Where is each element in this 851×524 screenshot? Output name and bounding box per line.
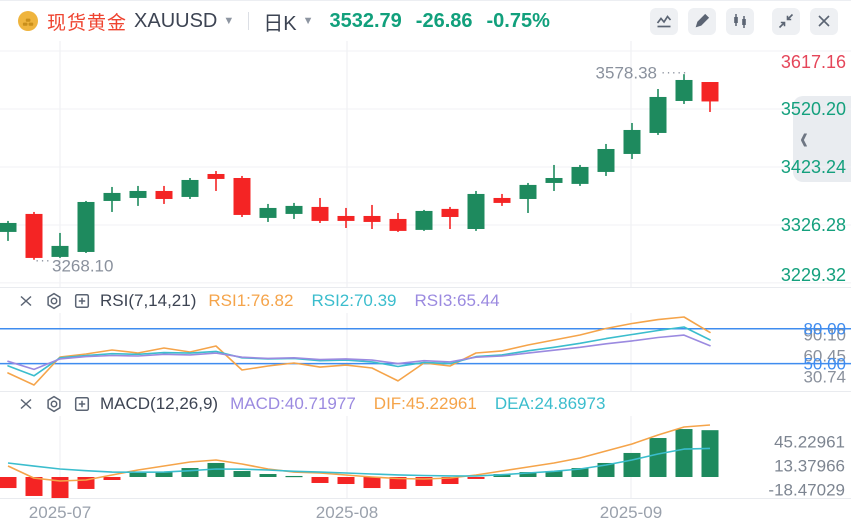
topbar: 现货黄金 XAUUSD ▼ 日K ▼ 3532.79 -26.86 -0.75% [0,1,851,41]
svg-text:3229.32: 3229.32 [781,265,846,285]
chevron-down-icon: ▼ [223,15,235,27]
panel-expand-flap[interactable]: ‹ [793,96,851,182]
chart-toolbar [650,7,838,35]
svg-text:3268.10: 3268.10 [52,257,113,276]
rsi1-value: RSI1:76.82 [208,290,294,310]
svg-text:3326.28: 3326.28 [781,215,846,235]
close-icon[interactable] [16,291,36,311]
rsi-chart[interactable]: 90.10 60.45 30.74 80.00 50.00 [0,313,851,391]
draw-button[interactable] [688,7,716,35]
svg-text:3520.20: 3520.20 [781,99,846,119]
axis-label-august: 2025-08 [315,503,379,522]
svg-text:80.00: 80.00 [803,320,846,339]
axis-label-september: 2025-09 [599,503,663,522]
chevron-left-icon: ‹ [800,119,808,158]
macd-value: MACD:40.71977 [230,394,356,413]
symbol-label: XAUUSD [134,9,218,32]
last-price: 3532.79 [329,9,402,32]
svg-text:50.00: 50.00 [803,355,846,374]
time-axis: 2025-07 2025-08 2025-09 [0,498,851,524]
candlestick-button[interactable] [726,7,754,35]
rsi3-value: RSI3:65.44 [414,290,500,310]
rsi-pane-header: RSI(7,14,21) RSI1:76.82 RSI2:70.39 RSI3:… [0,287,851,313]
instrument-name: 现货黄金 [47,12,128,34]
svg-text:60.45: 60.45 [803,347,846,366]
divider [248,12,250,30]
svg-text:·····: ····· [661,65,688,80]
period-selector[interactable]: 日K ▼ [263,7,313,36]
svg-text:···: ··· [35,253,51,268]
close-icon[interactable] [16,394,36,414]
svg-text:-18.47029: -18.47029 [768,481,845,499]
macd-chart[interactable]: 45.22961 13.37966 -18.47029 [0,416,851,498]
add-indicator-icon[interactable] [72,291,92,311]
svg-text:30.74: 30.74 [803,368,846,387]
axis-label-july: 2025-07 [28,503,92,522]
add-indicator-icon[interactable] [72,394,92,414]
svg-text:45.22961: 45.22961 [774,433,845,452]
period-label: 日K [263,12,297,35]
settings-icon[interactable] [44,394,64,414]
price-change-percent: -0.75% [486,9,550,32]
collapse-button[interactable] [772,7,800,35]
svg-text:3617.16: 3617.16 [781,52,846,72]
candlestick-chart[interactable]: 3617.16 3520.20 3423.24 3326.28 3229.32 3578.… [0,41,851,287]
svg-text:13.37966: 13.37966 [774,457,845,476]
line-chart-button[interactable] [650,7,678,35]
chevron-down-icon: ▼ [302,15,314,27]
price-change: -26.86 [415,9,473,32]
symbol-selector[interactable]: XAUUSD ▼ [127,10,234,33]
svg-text:90.10: 90.10 [803,326,846,345]
dif-value: DIF:45.22961 [373,394,477,413]
gold-coin-icon [17,10,39,32]
svg-text:3423.24: 3423.24 [781,157,846,177]
settings-icon[interactable] [44,291,64,311]
rsi-title: RSI(7,14,21) [100,290,197,310]
chart-area: ‹ 3617.16 3520.20 3423.24 3326.28 3229.32 357… [0,41,851,524]
close-button[interactable] [810,7,838,35]
dea-value: DEA:24.86973 [494,394,606,413]
macd-pane-header: MACD(12,26,9) MACD:40.71977 DIF:45.22961… [0,391,851,416]
rsi2-value: RSI2:70.39 [311,290,397,310]
svg-text:3578.38: 3578.38 [596,64,657,83]
macd-title: MACD(12,26,9) [100,394,219,413]
